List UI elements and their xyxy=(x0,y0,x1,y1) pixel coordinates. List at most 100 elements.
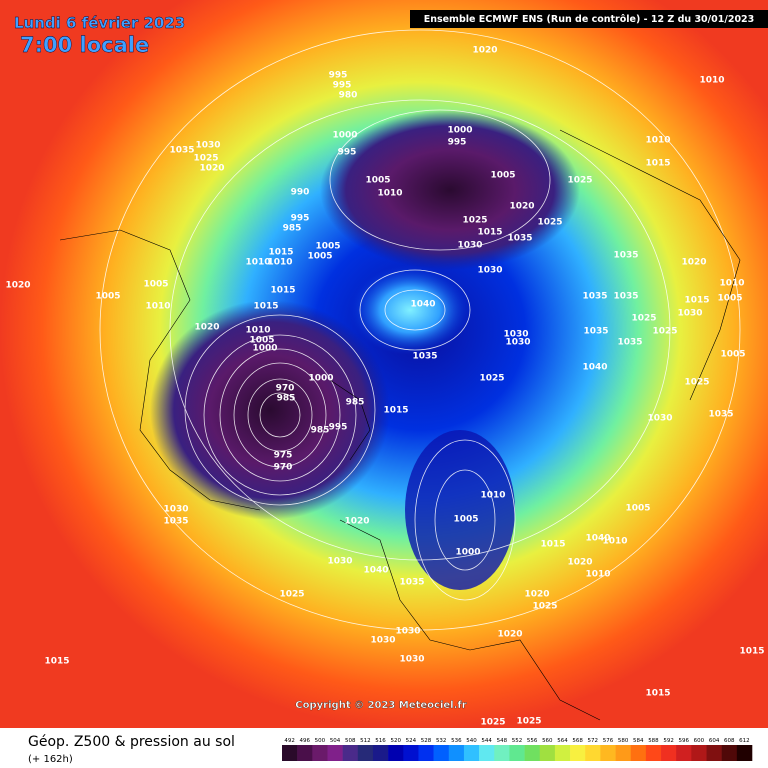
colorbar-swatch xyxy=(388,745,404,761)
isobar-label: 1020 xyxy=(194,323,219,333)
colorbar-swatch xyxy=(312,745,328,761)
colorbar-swatch xyxy=(448,745,465,761)
isobar-label: 1030 xyxy=(327,557,352,567)
isobar-label: 1035 xyxy=(582,292,607,302)
isobar-label: 1015 xyxy=(477,228,502,238)
isobar-label: 990 xyxy=(291,188,310,198)
colorbar-label: 536 xyxy=(451,738,462,744)
isobar-label: 1025 xyxy=(516,717,541,727)
isobar-label: 1010 xyxy=(245,258,270,268)
isobar-label: 1015 xyxy=(270,286,295,296)
colorbar-swatch xyxy=(282,745,298,761)
isobar-label: 1025 xyxy=(193,154,218,164)
isobar-label: 1020 xyxy=(472,46,497,56)
colorbar-label: 564 xyxy=(557,738,568,744)
colorbar-swatch xyxy=(418,745,434,761)
colorbar-label: 568 xyxy=(572,738,583,744)
colorbar-label: 556 xyxy=(527,738,538,744)
isobar-label: 1015 xyxy=(684,296,709,306)
colorbar-swatch xyxy=(554,745,571,761)
colorbar-swatch xyxy=(676,745,692,761)
isobar-label: 1025 xyxy=(567,176,592,186)
isobar-label: 1030 xyxy=(503,330,528,340)
isobar-label: 970 xyxy=(274,463,293,473)
colorbar-swatch xyxy=(645,745,662,761)
isobar-label: 1020 xyxy=(199,164,224,174)
isobar-label: 1020 xyxy=(567,558,592,568)
isobar-label: 1010 xyxy=(267,258,292,268)
colorbar-label: 612 xyxy=(739,738,750,744)
colorbar-label: 596 xyxy=(679,738,690,744)
isobar-label: 1000 xyxy=(332,131,357,141)
isobar-label: 1010 xyxy=(645,136,670,146)
isobar-label: 1005 xyxy=(315,242,340,252)
colorbar-label: 544 xyxy=(481,738,492,744)
isobar-label: 970 xyxy=(276,384,295,394)
isobar-label: 1005 xyxy=(717,294,742,304)
colorbar-label: 504 xyxy=(330,738,341,744)
isobar-label: 1010 xyxy=(602,537,627,547)
colorbar-label: 512 xyxy=(360,738,371,744)
isobar-label: 1040 xyxy=(582,363,607,373)
colorbar-label: 528 xyxy=(421,738,432,744)
lead-time: (+ 162h) xyxy=(28,754,73,765)
colorbar: 492 496 500 504 508 512 516 520 524 528 532 536 540 5… xyxy=(282,738,753,761)
colorbar-swatch xyxy=(585,745,601,761)
isobar-label: 1010 xyxy=(245,326,270,336)
colorbar-label: 576 xyxy=(603,738,614,744)
colorbar-label: 520 xyxy=(390,738,401,744)
footer-title: Géop. Z500 & pression au sol xyxy=(28,734,235,750)
isobar-label: 1035 xyxy=(583,327,608,337)
isobar-label: 1020 xyxy=(344,517,369,527)
isobar-label: 1015 xyxy=(540,540,565,550)
isobar-label: 1015 xyxy=(44,657,69,667)
model-info: Ensemble ECMWF ENS (Run de contrôle) - 1… xyxy=(424,14,755,25)
isobar-label: 995 xyxy=(291,214,310,224)
model-banner xyxy=(410,10,768,28)
isobar-label: 1035 xyxy=(169,146,194,156)
isobar-label: 995 xyxy=(448,138,467,148)
isobar-label: 1030 xyxy=(505,338,530,348)
isobar-label: 1020 xyxy=(524,590,549,600)
colorbar-swatch xyxy=(570,745,586,761)
colorbar-swatch xyxy=(524,745,541,761)
isobar-label: 975 xyxy=(274,451,293,461)
isobar-label: 1030 xyxy=(477,266,502,276)
colorbar-swatch xyxy=(615,745,632,761)
isobar-label: 1005 xyxy=(95,292,120,302)
colorbar-swatch xyxy=(721,745,738,761)
isobar-label: 1020 xyxy=(509,202,534,212)
colorbar-label: 552 xyxy=(512,738,523,744)
colorbar-swatch xyxy=(630,745,647,761)
isobar-label: 985 xyxy=(283,224,302,234)
isobar-label: 995 xyxy=(333,81,352,91)
colorbar-swatch xyxy=(403,745,419,761)
isobar-label: 985 xyxy=(346,398,365,408)
isobar-label: 1005 xyxy=(307,252,332,262)
isobar-label: 1040 xyxy=(585,534,610,544)
isobar-label: 1035 xyxy=(399,578,424,588)
isobar-label: 1030 xyxy=(399,655,424,665)
colorbar-swatch xyxy=(479,745,495,761)
isobar-label: 1010 xyxy=(719,279,744,289)
colorbar-label: 608 xyxy=(724,738,735,744)
isobar-label: 1005 xyxy=(625,504,650,514)
colorbar-label: 584 xyxy=(633,738,644,744)
isobar-label: 1005 xyxy=(365,176,390,186)
isobar-label: 1005 xyxy=(490,171,515,181)
isobar-label: 1015 xyxy=(383,406,408,416)
colorbar-swatch xyxy=(342,745,359,761)
colorbar-swatch xyxy=(509,745,525,761)
colorbar-swatch xyxy=(433,745,450,761)
isobar-label: 1030 xyxy=(370,636,395,646)
copyright: Copyright © 2023 Meteociel.fr xyxy=(295,700,466,711)
isobar-label: 1000 xyxy=(252,344,277,354)
isobar-label: 1025 xyxy=(631,314,656,324)
colorbar-swatch xyxy=(357,745,374,761)
colorbar-label: 572 xyxy=(588,738,599,744)
colorbar-label: 560 xyxy=(542,738,553,744)
isobar-label: 1015 xyxy=(645,689,670,699)
isobar-label: 985 xyxy=(277,394,296,404)
isobar-label: 1030 xyxy=(163,505,188,515)
colorbar-swatch xyxy=(327,745,343,761)
